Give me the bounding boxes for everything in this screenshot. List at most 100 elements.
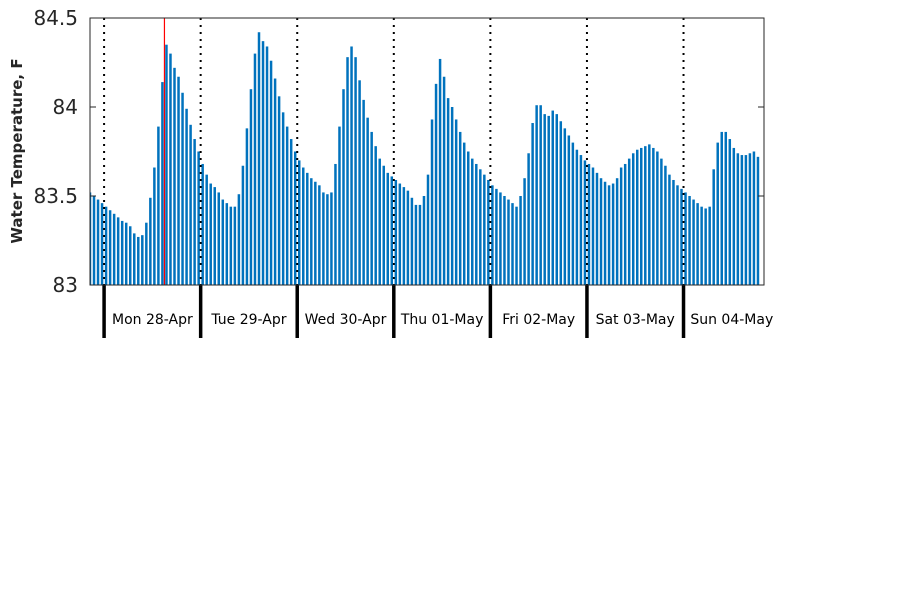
data-bar (422, 196, 426, 285)
data-bar (515, 206, 518, 285)
data-bar (656, 151, 659, 285)
data-bar (571, 142, 575, 285)
data-bar (112, 213, 116, 285)
data-bar (551, 110, 554, 285)
plot-frame (89, 17, 765, 286)
data-bar (595, 172, 599, 285)
data-bar (394, 179, 398, 285)
data-bar (249, 89, 253, 285)
data-bar (507, 199, 510, 285)
data-bar (133, 233, 136, 285)
data-bar (748, 153, 752, 285)
data-bar (245, 128, 249, 285)
data-bar (567, 135, 571, 285)
data-bar (261, 41, 265, 285)
data-bar (350, 46, 353, 286)
data-bar (181, 92, 184, 285)
data-bar (382, 165, 385, 285)
data-bar (193, 139, 196, 285)
data-bar (414, 204, 418, 285)
data-bar (720, 131, 723, 285)
data-bar (402, 187, 406, 285)
data-bar (370, 131, 373, 285)
data-bar (442, 76, 446, 286)
data-bar (627, 158, 631, 285)
data-bar (92, 196, 96, 285)
y-tick-labels: 83 83.5 84 84.5 (33, 6, 78, 297)
data-bar (410, 197, 414, 285)
data-bar (273, 78, 277, 286)
data-bar (306, 172, 309, 285)
data-bar (390, 176, 394, 285)
data-bar (265, 46, 269, 286)
data-bar (672, 179, 675, 285)
bars-layer (90, 32, 760, 286)
data-bar (591, 167, 595, 285)
data-bar (535, 105, 538, 285)
data-bar (221, 199, 225, 285)
day-label: Sat 03-May (596, 312, 675, 328)
data-bar (310, 178, 313, 285)
data-bar (692, 199, 695, 285)
data-bar (660, 158, 663, 285)
data-bar (153, 167, 156, 285)
data-bar (611, 183, 615, 285)
data-bar (366, 117, 369, 286)
axes-layer (89, 17, 765, 286)
data-bar (233, 206, 237, 285)
data-bar (479, 169, 482, 285)
data-bar (732, 147, 736, 285)
data-bar (736, 153, 740, 285)
data-bar (491, 185, 494, 285)
data-bar (603, 181, 607, 285)
data-bar (716, 142, 719, 285)
data-bar (511, 203, 514, 285)
data-bar (334, 163, 337, 285)
day-label: Mon 28-Apr (112, 312, 193, 328)
data-bar (322, 192, 325, 285)
data-bar (398, 183, 402, 285)
data-bar (386, 172, 390, 285)
data-bar (197, 151, 200, 285)
data-bar (664, 165, 667, 285)
data-bar (640, 147, 643, 285)
data-bar (237, 194, 241, 285)
data-bar (277, 96, 281, 285)
data-bar (406, 190, 410, 285)
data-bar (696, 203, 699, 285)
data-bar (326, 194, 329, 285)
data-bar (523, 178, 526, 285)
data-bar (378, 158, 381, 285)
data-bar (90, 192, 92, 285)
data-bar (302, 167, 305, 285)
data-bar (648, 144, 651, 285)
data-bar (744, 155, 748, 285)
data-bar (217, 192, 221, 285)
data-bar (644, 146, 647, 285)
data-bar (201, 163, 204, 285)
data-bar (173, 67, 176, 285)
data-bar (579, 155, 583, 285)
data-bar (668, 174, 671, 285)
data-bar (615, 178, 619, 285)
data-bar (543, 114, 546, 286)
data-bar (185, 108, 188, 285)
data-bar (342, 89, 345, 285)
data-bar (676, 185, 679, 285)
data-bar (527, 153, 530, 285)
data-bar (623, 163, 627, 285)
data-bar (547, 115, 550, 286)
data-bar (269, 60, 273, 285)
data-bar (229, 206, 233, 285)
data-bar (297, 160, 301, 285)
data-bar (688, 196, 691, 285)
data-bar (446, 98, 450, 285)
y-axis-label: Water Temperature, F (8, 58, 26, 243)
data-bar (354, 57, 357, 285)
data-bar (450, 107, 454, 285)
data-bar (157, 126, 160, 285)
y-tick-label: 84.5 (33, 6, 78, 30)
data-bar (225, 203, 229, 285)
